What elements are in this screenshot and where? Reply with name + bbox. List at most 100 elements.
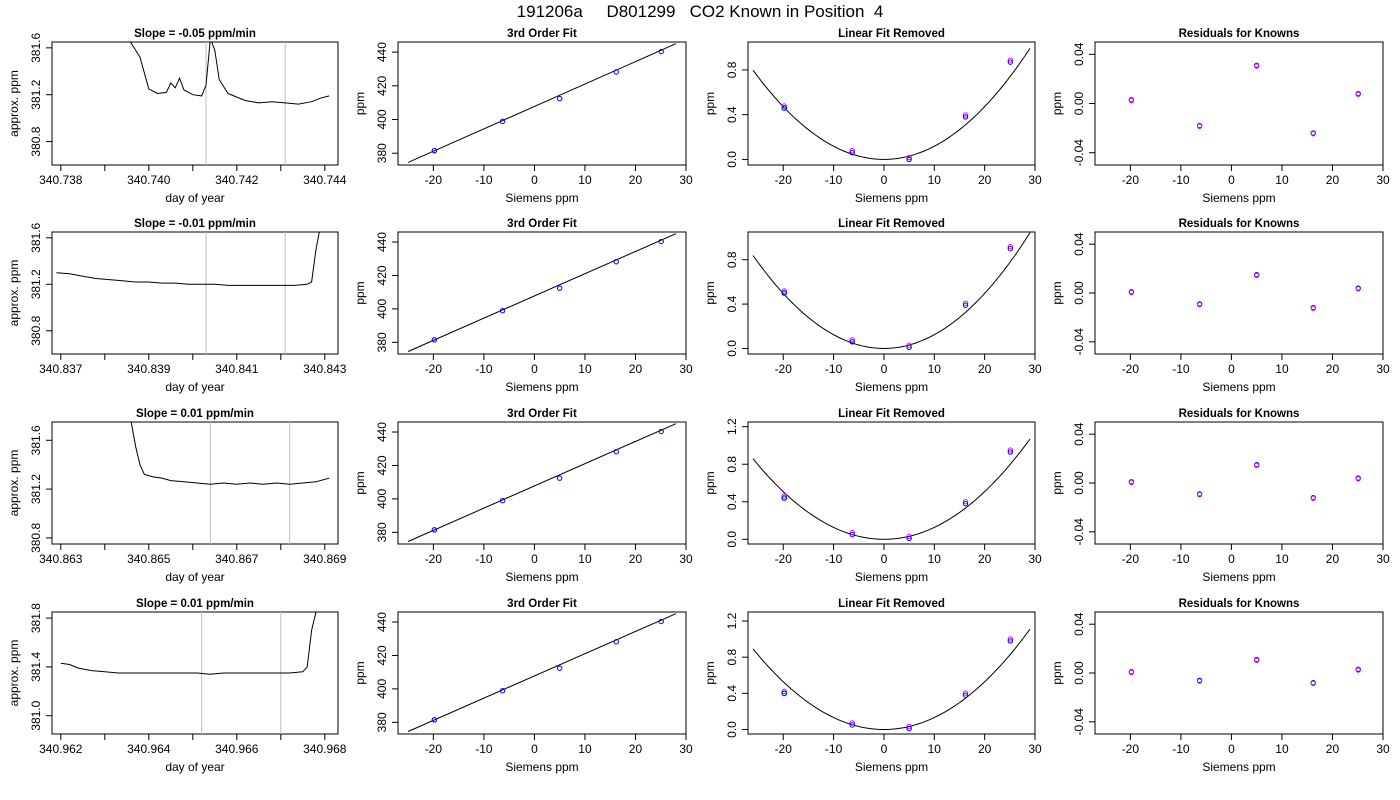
x-tick-label: 0 [531, 173, 538, 187]
data-point [556, 665, 563, 671]
data-point-alt [1254, 63, 1260, 69]
x-tick-label: 20 [1326, 552, 1340, 566]
x-tick-label: -20 [775, 173, 793, 187]
data-point [499, 688, 506, 694]
panel-title: Slope = -0.05 ppm/min [134, 28, 256, 40]
y-axis-label: ppm [703, 471, 717, 494]
plot-area [1128, 462, 1361, 502]
x-tick-label: 20 [629, 552, 643, 566]
x-axis-label: Siemens ppm [505, 570, 578, 584]
x-tick-label: 340.841 [215, 362, 259, 376]
plot-box [51, 231, 339, 355]
plot-box [1094, 421, 1384, 545]
x-tick-label: 30 [1376, 742, 1390, 756]
x-tick-label: 20 [978, 173, 992, 187]
y-tick-label: 0.0 [725, 721, 739, 738]
data-point [431, 527, 438, 533]
data-point [781, 290, 787, 296]
y-tick-label: 381.2 [29, 474, 43, 504]
y-axis-label: approx. ppm [7, 640, 21, 707]
panel-4-4: Residuals for Knowns -20 -10 0 10 20 30 -0.04 0.… [1050, 598, 1390, 774]
plot-area [1128, 656, 1361, 687]
x-tick-label: 10 [578, 742, 592, 756]
panel-title: Linear Fit Removed [838, 598, 945, 610]
y-tick-label: 381.6 [29, 33, 43, 63]
y-tick-label: 0.8 [725, 61, 739, 78]
x-tick-label: 20 [978, 742, 992, 756]
data-point-alt [1128, 479, 1134, 486]
panel-title: 3rd Order Fit [507, 598, 577, 610]
x-tick-label: -20 [775, 362, 793, 376]
panel-4-2: 3rd Order Fit -20 -10 0 10 20 30 380 400 420 440 Si… [353, 598, 693, 774]
x-tick-label: -10 [475, 362, 493, 376]
x-tick-label: -10 [825, 362, 843, 376]
x-tick-label: 340.740 [127, 173, 171, 187]
x-tick-label: 10 [1275, 362, 1289, 376]
x-tick-label: 30 [1376, 173, 1390, 187]
plot-area [56, 232, 320, 354]
y-tick-label: 440 [375, 232, 389, 252]
panel-3-3: Linear Fit Removed -20 -10 0 10 20 30 0.0 0.4 0.8… [703, 408, 1042, 584]
data-point [781, 690, 787, 697]
y-tick-label: 0.00 [1072, 661, 1086, 685]
x-tick-label: 340.964 [127, 742, 171, 756]
x-tick-label: 10 [578, 362, 592, 376]
data-point [962, 500, 969, 507]
x-tick-label: 340.738 [39, 173, 83, 187]
x-tick-label: 20 [1326, 742, 1340, 756]
data-point-alt [1355, 667, 1361, 673]
ppm-trace [60, 612, 317, 675]
data-point-alt [1007, 57, 1014, 63]
y-tick-label: 0.00 [1072, 281, 1086, 305]
x-tick-label: 20 [629, 362, 643, 376]
data-point-alt [1128, 669, 1134, 676]
y-tick-label: 380 [375, 143, 389, 163]
data-point [906, 156, 912, 163]
x-tick-label: 10 [928, 552, 942, 566]
data-point-alt [1254, 657, 1260, 663]
y-tick-label: 0.0 [725, 531, 739, 548]
x-axis-label: Siemens ppm [1202, 380, 1275, 394]
x-tick-label: 0 [1228, 552, 1235, 566]
data-point-alt [1007, 447, 1014, 453]
y-axis-label: approx. ppm [7, 450, 21, 517]
x-axis-label: Siemens ppm [1202, 191, 1275, 205]
data-point-alt [1310, 305, 1316, 312]
plot-box [747, 231, 1036, 355]
data-point [1007, 59, 1014, 65]
data-point [431, 147, 438, 154]
x-axis-label: Siemens ppm [855, 191, 928, 205]
y-axis-label: ppm [1050, 281, 1064, 304]
x-tick-label: 10 [928, 362, 942, 376]
panel-title: Slope = -0.01 ppm/min [134, 218, 256, 230]
panel-1-1: Slope = -0.05 ppm/min 340.738 340.740 340.7… [7, 28, 347, 205]
x-tick-label: 340.837 [39, 362, 83, 376]
plot-box [51, 421, 339, 545]
x-tick-label: -20 [1122, 173, 1140, 187]
x-tick-label: 340.968 [303, 742, 347, 756]
ppm-trace [130, 422, 330, 485]
panel-title: Residuals for Knowns [1179, 28, 1300, 40]
data-point [781, 495, 787, 501]
panel-1-3: Linear Fit Removed -20 -10 0 10 20 30 0.0 0.4 0.8… [703, 28, 1042, 205]
y-axis-label: ppm [353, 281, 367, 304]
panel-title: Slope = 0.01 ppm/min [136, 598, 254, 610]
y-tick-label: 420 [375, 265, 389, 285]
fit-curve [752, 438, 1031, 540]
plot-box [747, 611, 1036, 735]
y-tick-label: 420 [375, 75, 389, 95]
data-point [962, 692, 969, 698]
y-axis-label: ppm [703, 281, 717, 304]
y-tick-label: 380.8 [29, 315, 43, 345]
panel-title: Linear Fit Removed [838, 28, 945, 40]
plot-box [397, 421, 687, 545]
plot-box [1094, 611, 1384, 735]
x-tick-label: 340.966 [215, 742, 259, 756]
data-point [499, 498, 506, 504]
panel-3-4: Residuals for Knowns -20 -10 0 10 20 30 -0.04 0.… [1050, 408, 1390, 584]
x-tick-label: -10 [825, 552, 843, 566]
panel-title: Residuals for Knowns [1179, 598, 1300, 610]
data-point [906, 725, 912, 732]
y-tick-label: 380 [375, 522, 389, 542]
y-tick-label: 0.04 [1072, 42, 1086, 66]
